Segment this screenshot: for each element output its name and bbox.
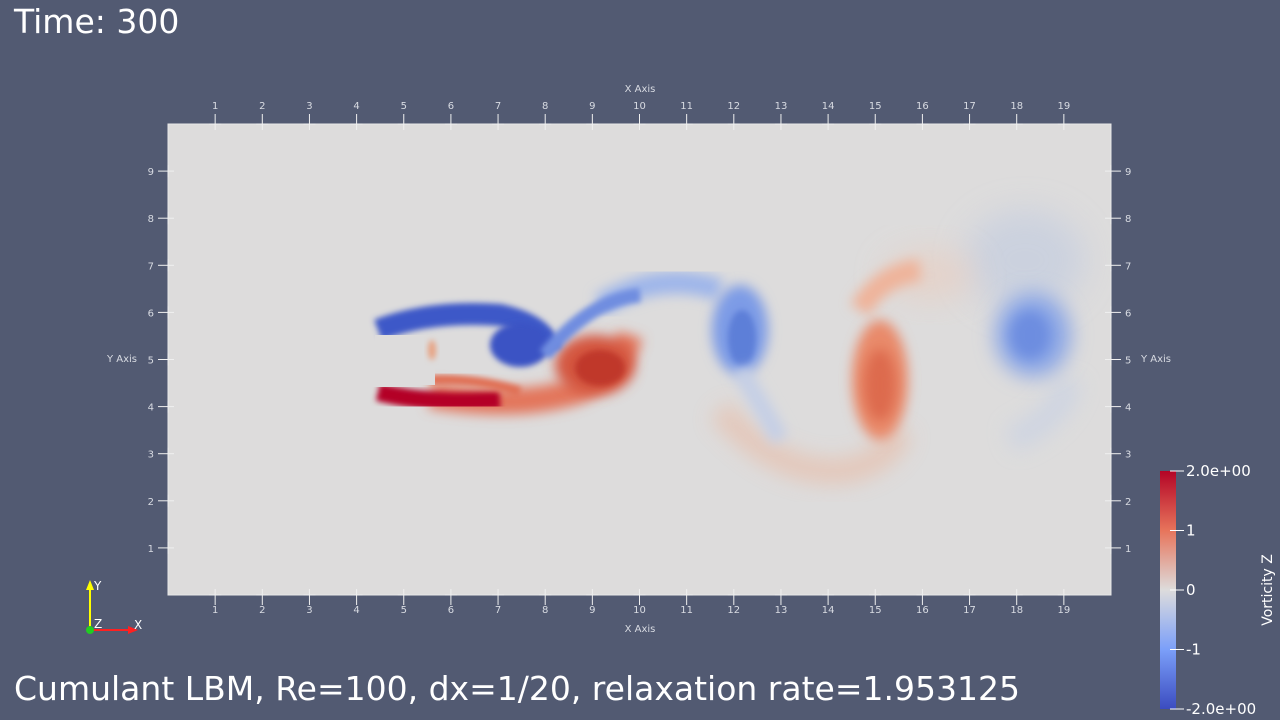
y-tick-label-left: 7: [148, 261, 154, 272]
x-tick-label-top: 1: [212, 101, 218, 112]
y-tick-label-right: 4: [1125, 403, 1131, 414]
colorbar-title: Vorticity Z: [1260, 554, 1276, 626]
vortex-faint-blue: [965, 210, 1085, 310]
x-tick-label-top: 16: [916, 101, 929, 112]
y-tick-label-right: 7: [1125, 261, 1131, 272]
x-tick-label-top: 14: [822, 101, 835, 112]
x-tick-label-bottom: 14: [822, 605, 835, 616]
x-tick-label-top: 19: [1057, 101, 1070, 112]
y-tick-label-right: 6: [1125, 308, 1131, 319]
x-tick-label-top: 11: [680, 101, 693, 112]
shear-layer-blue-arc: [539, 288, 641, 360]
y-tick-label-right: 9: [1125, 167, 1131, 178]
x-tick-label-bottom: 13: [775, 605, 788, 616]
colorbar-label: 1: [1186, 522, 1196, 540]
colorbar-label: 2.0e+00: [1186, 462, 1251, 480]
triad-y-label: Y: [93, 579, 102, 593]
y-tick-label-right: 3: [1125, 450, 1131, 461]
x-tick-label-top: 12: [727, 101, 740, 112]
x-tick-label-top: 8: [542, 101, 548, 112]
x-tick-label-top: 4: [353, 101, 359, 112]
x-tick-label-bottom: 19: [1057, 605, 1070, 616]
x-tick-label-bottom: 1: [212, 605, 218, 616]
vortex-blue-18-core: [1010, 311, 1050, 359]
y-tick-label-right: 2: [1125, 497, 1131, 508]
vortex-faint-blue-arc: [1004, 376, 1083, 453]
x-tick-label-top: 13: [775, 101, 788, 112]
vortex-red-9-core: [575, 350, 625, 386]
y-axis-title-left: Y Axis: [106, 354, 137, 365]
x-tick-label-bottom: 17: [963, 605, 976, 616]
y-tick-label-right: 8: [1125, 214, 1131, 225]
flow-domain: [168, 124, 1111, 595]
x-axis-title-top: X Axis: [625, 84, 656, 95]
x-tick-label-bottom: 2: [259, 605, 265, 616]
orientation-axes: Y X Z: [86, 579, 142, 634]
y-tick-label-left: 1: [148, 544, 154, 555]
colorbar-label: -1: [1186, 641, 1201, 659]
vortex-red-15-core: [864, 349, 896, 421]
vortex-blue-12-tail: [732, 365, 789, 445]
x-tick-label-top: 5: [401, 101, 407, 112]
y-tick-label-right: 5: [1125, 356, 1131, 367]
caption: Cumulant LBM, Re=100, dx=1/20, relaxatio…: [14, 669, 1020, 708]
x-tick-label-top: 9: [589, 101, 595, 112]
vortex-blue-7: [490, 323, 550, 367]
vortex-red-15-arm: [850, 259, 922, 316]
vortex-faint-red-tail: [710, 401, 913, 485]
x-tick-label-bottom: 11: [680, 605, 693, 616]
y-tick-label-left: 4: [148, 403, 154, 414]
obstacle-inner-mark: [428, 340, 436, 360]
x-tick-label-bottom: 15: [869, 605, 882, 616]
y-tick-label-left: 5: [148, 356, 154, 367]
colorbar-ticks: 2.0e+00 1 0 -1 -2.0e+00: [1170, 462, 1256, 718]
colorbar-label: 0: [1186, 581, 1196, 599]
shear-layer-red-inner: [429, 374, 522, 397]
vortex-blue-12-core: [728, 310, 756, 366]
y-tick-label-left: 3: [148, 450, 154, 461]
x-tick-label-top: 17: [963, 101, 976, 112]
x-tick-label-bottom: 10: [633, 605, 646, 616]
x-tick-label-top: 2: [259, 101, 265, 112]
x-tick-label-bottom: 3: [306, 605, 312, 616]
x-tick-label-top: 3: [306, 101, 312, 112]
x-tick-label-top: 18: [1010, 101, 1023, 112]
triad-x-label: X: [134, 618, 142, 632]
x-tick-label-bottom: 6: [448, 605, 454, 616]
x-tick-label-top: 15: [869, 101, 882, 112]
x-tick-label-bottom: 8: [542, 605, 548, 616]
x-tick-label-bottom: 9: [589, 605, 595, 616]
vorticity-field: [374, 210, 1085, 485]
x-tick-label-top: 6: [448, 101, 454, 112]
time-label: Time: 300: [14, 2, 180, 41]
x-tick-label-bottom: 5: [401, 605, 407, 616]
x-tick-label-bottom: 12: [727, 605, 740, 616]
x-tick-label-bottom: 16: [916, 605, 929, 616]
obstacle: [375, 335, 435, 385]
x-tick-label-bottom: 18: [1010, 605, 1023, 616]
y-tick-label-left: 6: [148, 308, 154, 319]
y-tick-label-right: 1: [1125, 544, 1131, 555]
x-tick-label-bottom: 7: [495, 605, 501, 616]
y-tick-label-left: 9: [148, 167, 154, 178]
y-tick-label-left: 2: [148, 497, 154, 508]
shear-layer-red-bottom: [375, 383, 501, 411]
x-tick-label-top: 10: [633, 101, 646, 112]
y-tick-label-left: 8: [148, 214, 154, 225]
y-axis-title-right: Y Axis: [1140, 354, 1171, 365]
x-tick-label-bottom: 4: [353, 605, 359, 616]
axis-ticks: 1122334455667788991010111112121313141415…: [148, 101, 1132, 616]
x-tick-label-top: 7: [495, 101, 501, 112]
x-axis-title-bottom: X Axis: [625, 624, 656, 635]
triad-z-label: Z: [94, 617, 102, 631]
colorbar-label: -2.0e+00: [1186, 700, 1256, 718]
